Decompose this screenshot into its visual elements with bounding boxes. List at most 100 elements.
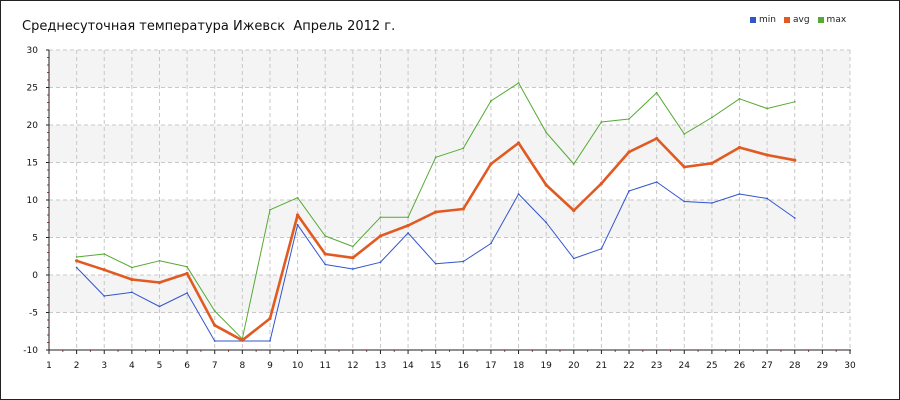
data-point-min: [710, 202, 713, 204]
data-point-avg: [737, 145, 742, 150]
data-point-avg: [655, 136, 659, 141]
data-point-min: [296, 223, 299, 226]
chart-title: Среднесуточная температура Ижевск Апрель…: [22, 19, 396, 34]
data-point-min: [158, 305, 161, 308]
data-point-min: [130, 291, 133, 294]
data-point-max: [158, 259, 161, 262]
data-point-avg: [240, 338, 244, 342]
legend-label-max: max: [826, 15, 847, 25]
data-point-avg: [461, 207, 465, 211]
x-tick-label: 11: [319, 361, 330, 371]
x-tick-label: 2: [74, 361, 80, 371]
x-tick-label: 30: [844, 361, 856, 371]
data-point-avg: [378, 234, 383, 238]
data-point-min: [793, 217, 796, 219]
x-tick-label: 3: [101, 361, 107, 371]
data-point-avg: [765, 153, 769, 157]
legend-item-max: max: [817, 15, 847, 25]
legend-label-avg: avg: [792, 15, 810, 25]
y-tick-label: -10: [23, 346, 38, 356]
data-point-max: [655, 91, 658, 94]
data-point-avg: [185, 271, 189, 276]
x-tick-label: 17: [485, 361, 496, 371]
data-point-avg: [102, 268, 106, 272]
x-tick-label: 28: [789, 361, 801, 371]
plot-band: [49, 200, 850, 238]
data-point-avg: [710, 161, 714, 165]
data-point-max: [269, 208, 271, 211]
data-point-max: [324, 235, 327, 237]
data-point-min: [462, 260, 465, 263]
data-point-max: [517, 82, 520, 84]
y-tick-label: 25: [27, 84, 38, 94]
y-tick-label: 10: [27, 196, 39, 206]
data-point-max: [572, 163, 575, 165]
data-point-min: [213, 340, 216, 342]
data-point-min: [186, 292, 189, 294]
x-tick-label: 20: [568, 361, 580, 371]
plot-band: [49, 275, 850, 313]
data-point-min: [324, 263, 327, 266]
chart-legend: min avg max: [750, 15, 846, 25]
data-point-min: [545, 221, 548, 224]
data-point-avg: [599, 181, 604, 186]
x-tick-label: 22: [623, 361, 634, 371]
data-point-max: [213, 310, 216, 312]
data-point-min: [600, 247, 603, 250]
legend-swatch-avg: [783, 17, 790, 23]
x-tick-label: 25: [706, 361, 717, 371]
x-tick-label: 27: [761, 361, 772, 371]
data-point-min: [103, 295, 106, 297]
legend-label-min: min: [759, 15, 776, 25]
data-point-min: [655, 181, 658, 183]
data-point-avg: [544, 183, 548, 187]
data-point-max: [186, 265, 189, 268]
x-tick-label: 14: [402, 361, 414, 371]
data-point-min: [738, 193, 741, 195]
x-tick-label: 26: [734, 361, 746, 371]
y-tick-label: 30: [27, 46, 39, 56]
x-tick-label: 5: [157, 361, 163, 371]
data-point-max: [379, 216, 382, 219]
x-tick-label: 16: [458, 361, 470, 371]
data-point-min: [517, 193, 520, 195]
data-point-max: [793, 100, 796, 103]
data-point-min: [683, 200, 686, 203]
data-point-min: [75, 266, 78, 269]
data-point-avg: [295, 213, 300, 217]
x-tick-label: 15: [430, 361, 441, 371]
data-point-max: [628, 118, 630, 120]
x-tick-label: 13: [375, 361, 386, 371]
data-point-avg: [75, 259, 79, 263]
data-point-max: [600, 121, 603, 123]
x-tick-label: 18: [513, 361, 525, 371]
data-point-max: [296, 196, 299, 199]
data-point-avg: [627, 150, 631, 154]
y-tick-label: 0: [32, 271, 38, 281]
data-point-max: [75, 256, 78, 258]
data-point-min: [351, 268, 354, 270]
data-point-avg: [213, 323, 217, 327]
data-point-max: [462, 147, 465, 150]
plot-band: [49, 125, 850, 163]
data-point-max: [407, 216, 409, 219]
data-point-min: [379, 261, 382, 264]
x-tick-label: 9: [267, 361, 273, 371]
y-tick-label: -5: [29, 309, 38, 319]
data-point-avg: [351, 256, 355, 260]
x-tick-label: 6: [184, 361, 190, 371]
x-tick-label: 23: [651, 361, 662, 371]
data-point-max: [351, 245, 354, 248]
data-point-max: [738, 97, 741, 100]
x-tick-label: 29: [817, 361, 829, 371]
x-tick-label: 21: [596, 361, 607, 371]
x-tick-label: 10: [292, 361, 304, 371]
data-point-avg: [793, 158, 797, 162]
x-tick-label: 19: [540, 361, 552, 371]
y-tick-label: 20: [27, 121, 39, 131]
data-point-min: [269, 340, 271, 342]
data-point-min: [628, 190, 630, 192]
data-point-avg: [323, 252, 327, 256]
data-point-max: [130, 266, 133, 269]
